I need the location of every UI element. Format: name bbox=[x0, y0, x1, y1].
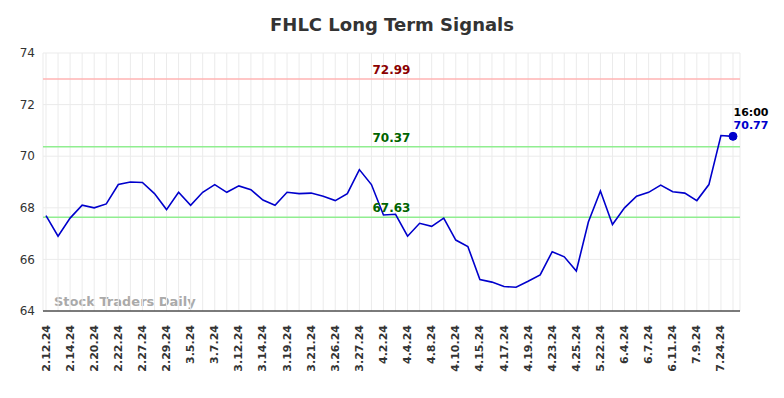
svg-text:4.10.24: 4.10.24 bbox=[449, 325, 462, 372]
html-text:Stock Traders Daily: Stock Traders Daily bbox=[54, 294, 196, 309]
svg-text:74: 74 bbox=[20, 46, 35, 60]
svg-text:70: 70 bbox=[20, 149, 35, 163]
svg-text:64: 64 bbox=[20, 304, 35, 318]
svg-text:3.14.24: 3.14.24 bbox=[256, 325, 269, 372]
svg-text:6.4.24: 6.4.24 bbox=[618, 325, 631, 364]
svg-text:2.29.24: 2.29.24 bbox=[160, 325, 173, 372]
svg-text:4.2.24: 4.2.24 bbox=[377, 325, 390, 364]
svg-text:70.37: 70.37 bbox=[373, 131, 411, 145]
svg-text:2.22.24: 2.22.24 bbox=[112, 325, 125, 372]
svg-text:3.19.24: 3.19.24 bbox=[281, 325, 294, 372]
svg-text:3.21.24: 3.21.24 bbox=[305, 325, 318, 372]
svg-text:4.17.24: 4.17.24 bbox=[498, 325, 511, 372]
svg-text:7.24.24: 7.24.24 bbox=[714, 325, 727, 372]
svg-text:7.9.24: 7.9.24 bbox=[690, 325, 703, 364]
svg-text:5.22.24: 5.22.24 bbox=[594, 325, 607, 372]
svg-text:2.14.24: 2.14.24 bbox=[64, 325, 77, 372]
svg-text:2.27.24: 2.27.24 bbox=[136, 325, 149, 372]
svg-text:3.12.24: 3.12.24 bbox=[232, 325, 245, 372]
svg-text:70.77: 70.77 bbox=[734, 119, 769, 132]
svg-text:2.12.24: 2.12.24 bbox=[40, 325, 53, 372]
svg-text:3.7.24: 3.7.24 bbox=[208, 325, 221, 364]
svg-text:3.5.24: 3.5.24 bbox=[184, 325, 197, 364]
svg-text:72.99: 72.99 bbox=[373, 63, 411, 77]
svg-text:3.27.24: 3.27.24 bbox=[353, 325, 366, 372]
svg-text:4.25.24: 4.25.24 bbox=[570, 325, 583, 372]
svg-text:2.20.24: 2.20.24 bbox=[88, 325, 101, 372]
svg-text:4.4.24: 4.4.24 bbox=[401, 325, 414, 364]
svg-text:68: 68 bbox=[20, 201, 35, 215]
svg-text:4.19.24: 4.19.24 bbox=[522, 325, 535, 372]
html-text:FHLC Long Term Signals: FHLC Long Term Signals bbox=[270, 14, 514, 35]
svg-text:66: 66 bbox=[20, 253, 35, 267]
svg-text:16:00: 16:00 bbox=[733, 106, 768, 119]
svg-text:3.26.24: 3.26.24 bbox=[329, 325, 342, 372]
svg-text:67.63: 67.63 bbox=[373, 201, 411, 215]
svg-text:4.8.24: 4.8.24 bbox=[425, 325, 438, 364]
svg-text:4.23.24: 4.23.24 bbox=[546, 325, 559, 372]
svg-text:6.7.24: 6.7.24 bbox=[642, 325, 655, 364]
svg-text:6.11.24: 6.11.24 bbox=[666, 325, 679, 372]
svg-text:72: 72 bbox=[20, 98, 35, 112]
svg-text:4.15.24: 4.15.24 bbox=[473, 325, 486, 372]
